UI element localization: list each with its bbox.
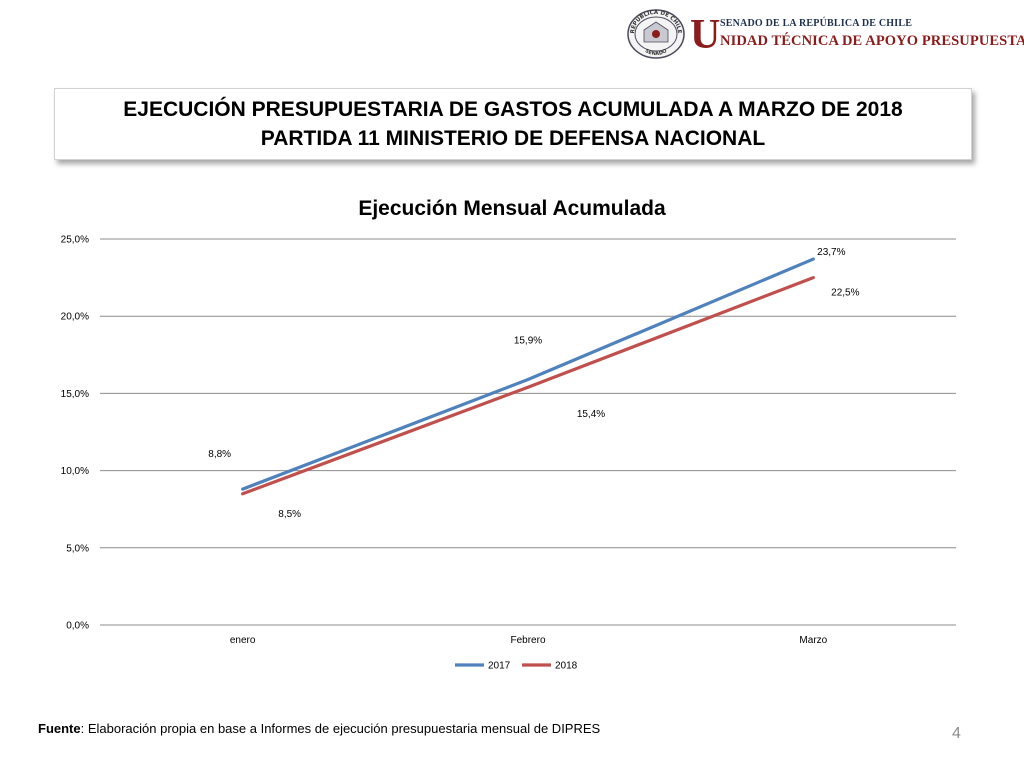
svg-text:SENADO: SENADO bbox=[644, 48, 668, 57]
header-logo: REPÚBLICA DE CHILE SENADO U SENADO DE LA… bbox=[626, 8, 1024, 62]
source-label: Fuente bbox=[38, 721, 81, 736]
slide-title-line-1: EJECUCIÓN PRESUPUESTARIA DE GASTOS ACUMU… bbox=[123, 98, 903, 121]
senado-text: SENADO DE LA REPÚBLICA DE CHILE bbox=[720, 18, 913, 29]
y-tick-label: 10,0% bbox=[61, 466, 89, 477]
page-number: 4 bbox=[952, 725, 961, 742]
series-line-2017 bbox=[241, 257, 815, 491]
seal-bottom-text: SENADO bbox=[644, 48, 668, 57]
data-label: 15,9% bbox=[514, 336, 542, 347]
y-tick-label: 15,0% bbox=[61, 389, 89, 400]
source-note: Fuente: Elaboración propia en base a Inf… bbox=[38, 721, 600, 736]
series-line-2018 bbox=[241, 275, 815, 496]
data-label: 22,5% bbox=[831, 288, 859, 299]
chart-title: Ejecución Mensual Acumulada bbox=[358, 197, 666, 220]
y-tick-label: 0,0% bbox=[66, 621, 89, 632]
y-tick-label: 20,0% bbox=[61, 312, 89, 323]
slide-title-box: EJECUCIÓN PRESUPUESTARIA DE GASTOS ACUMU… bbox=[54, 88, 972, 160]
x-tick-label: Febrero bbox=[510, 635, 545, 646]
line-chart: Ejecución Mensual Acumulada 0,0% 5,0% 10,0%… bbox=[61, 197, 956, 672]
legend-label: 2018 bbox=[555, 661, 578, 672]
source-text: : Elaboración propia en base a Informes … bbox=[80, 721, 601, 736]
x-tick-label: Marzo bbox=[799, 635, 827, 646]
x-tick-label: enero bbox=[230, 635, 256, 646]
senado-seal-icon: REPÚBLICA DE CHILE SENADO bbox=[627, 9, 685, 59]
unidad-text: NIDAD TÉCNICA DE APOYO PRESUPUESTARIO bbox=[720, 33, 1024, 49]
data-label: 15,4% bbox=[577, 409, 605, 420]
data-label: 23,7% bbox=[817, 247, 845, 258]
logo-u-letter: U bbox=[690, 12, 721, 58]
y-tick-label: 25,0% bbox=[61, 235, 89, 246]
y-tick-label: 5,0% bbox=[66, 543, 89, 554]
slide-title-line-2: PARTIDA 11 MINISTERIO DE DEFENSA NACIONA… bbox=[260, 127, 766, 150]
legend-label: 2017 bbox=[488, 661, 511, 672]
data-label: 8,5% bbox=[278, 509, 301, 520]
data-label: 8,8% bbox=[208, 449, 231, 460]
